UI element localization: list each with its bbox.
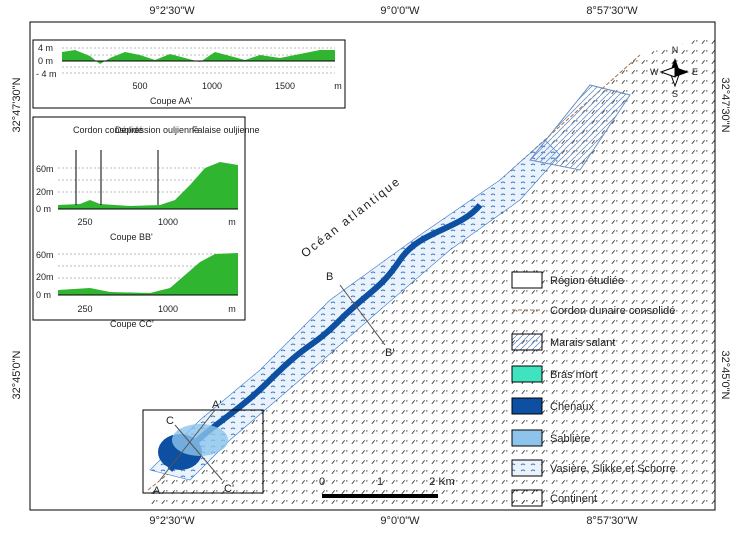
profile-aa: 4 m 0 m - 4 m 500 1000 1500 m Coupe AA' — [32, 39, 346, 109]
profile-x-label: 500 — [132, 81, 147, 91]
legend-label: Chenaux — [550, 401, 595, 413]
profile-annotation: Falaise ouljienne — [192, 125, 260, 135]
profile-title: Coupe AA' — [150, 96, 193, 106]
legend-label: Cordon dunaire consolidé — [550, 305, 675, 317]
lon-label: 9°0'0"W — [380, 5, 420, 17]
section-aa — [159, 409, 216, 481]
profile-bb-cc: Cordon consolidé Dépression ouljienne Fa… — [32, 116, 260, 329]
profile-unit: m — [228, 217, 236, 227]
profile-y-label: 0 m — [36, 204, 51, 214]
section-label: A — [153, 485, 161, 497]
profile-y-label: 60m — [36, 250, 54, 260]
salt-marsh — [529, 84, 631, 171]
legend-label: Sablière — [550, 433, 590, 445]
legend: Région étudiée Cordon dunaire consolidé … — [511, 271, 676, 507]
profile-annotation: Cordon consolidé — [73, 125, 143, 135]
compass-e: E — [692, 67, 698, 77]
section-bb — [339, 284, 386, 346]
sand-quarry — [172, 424, 228, 456]
study-region — [142, 409, 264, 494]
profile-y-label: 20m — [36, 187, 54, 197]
lat-label: 32°47'30"N — [719, 77, 731, 132]
lat-label: 32°45'0"N — [11, 350, 23, 399]
compass-w: W — [650, 67, 659, 77]
legend-label: Région étudiée — [550, 275, 624, 287]
legend-label: Continent — [550, 493, 597, 505]
lat-label: 32°45'0"N — [719, 351, 731, 400]
compass-s: S — [672, 89, 678, 99]
profile-unit: m — [334, 81, 342, 91]
legend-label: Bras mort — [550, 369, 598, 381]
profile-x-label: 1000 — [202, 81, 222, 91]
scale-label: 2 Km — [429, 476, 455, 488]
profile-y-label: 60m — [36, 164, 54, 174]
section-label: B' — [385, 347, 394, 359]
scale-bar — [322, 494, 438, 498]
profile-x-label: 1000 — [158, 217, 178, 227]
profile-unit: m — [228, 304, 236, 314]
section-label: C' — [224, 483, 234, 495]
channel — [167, 203, 483, 472]
section-cc — [174, 424, 223, 481]
legend-label: Vasière, Slikke et Schorre — [550, 463, 676, 475]
profile-y-label: 0 m — [36, 290, 51, 300]
profile-x-label: 1500 — [275, 81, 295, 91]
section-label: A' — [212, 399, 221, 411]
profile-y-label: 20m — [36, 272, 54, 282]
scale-label: 0 — [319, 476, 325, 488]
lon-label: 9°2'30"W — [149, 515, 195, 527]
legend-label: Marais salant — [550, 337, 615, 349]
lon-label: 9°0'0"W — [380, 515, 420, 527]
compass: N S E W — [650, 45, 698, 99]
profile-y-label: - 4 m — [36, 69, 57, 79]
lon-label: 8°57'30"W — [586, 515, 638, 527]
profile-y-label: 0 m — [38, 56, 53, 66]
profile-x-label: 250 — [77, 217, 92, 227]
profile-title: Coupe BB' — [110, 232, 153, 242]
profile-x-label: 250 — [77, 304, 92, 314]
scale-label: 1 — [377, 476, 383, 488]
profile-annotation: Dépression ouljienne — [115, 125, 199, 135]
section-label: C — [166, 415, 174, 427]
section-label: B — [326, 271, 333, 283]
profile-y-label: 4 m — [38, 43, 53, 53]
lat-label: 32°47'30"N — [11, 77, 23, 132]
compass-n: N — [672, 45, 679, 55]
lon-label: 9°2'30"W — [149, 5, 195, 17]
lon-label: 8°57'30"W — [586, 5, 638, 17]
profile-title: Coupe CC' — [110, 319, 154, 329]
profile-x-label: 1000 — [158, 304, 178, 314]
